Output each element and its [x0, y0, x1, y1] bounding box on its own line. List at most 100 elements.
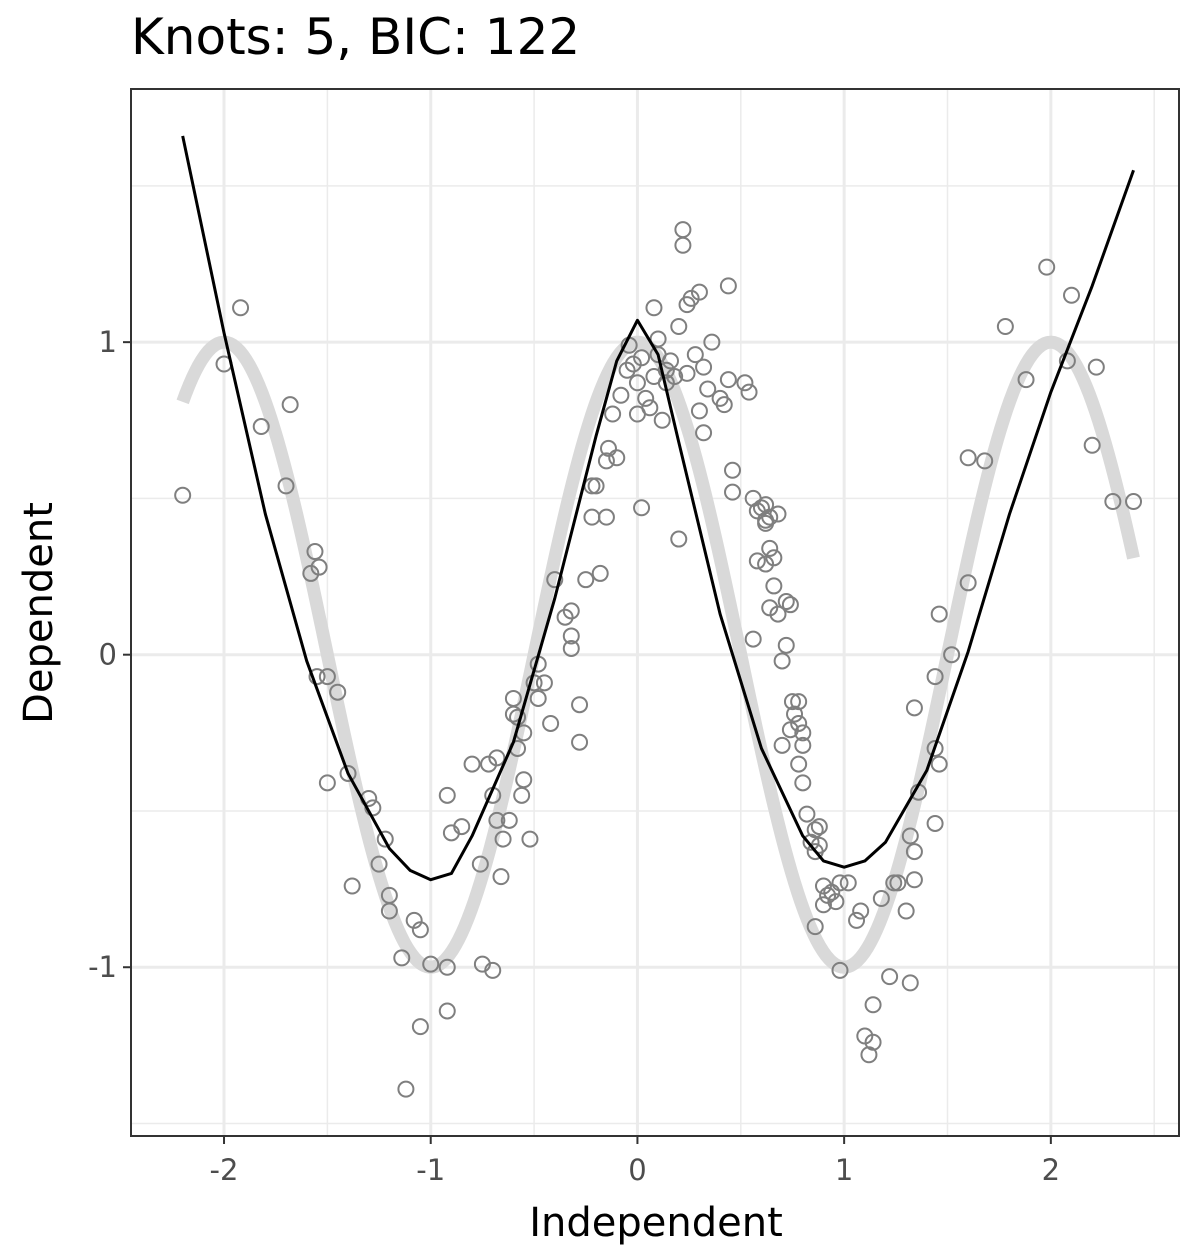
data-point — [926, 668, 944, 686]
data-point — [1104, 493, 1122, 511]
data-point — [943, 646, 961, 664]
data-point — [411, 921, 429, 939]
data-point — [318, 774, 336, 792]
y-tick-label: 0 — [99, 638, 117, 672]
data-point — [703, 333, 721, 351]
data-point — [783, 693, 801, 711]
data-point — [577, 571, 595, 589]
data-point — [515, 771, 533, 789]
data-point — [976, 452, 994, 470]
data-point — [546, 571, 564, 589]
data-point — [905, 699, 923, 717]
y-tick-label: -1 — [88, 950, 117, 984]
data-point — [781, 721, 799, 739]
data-point — [641, 399, 659, 417]
data-point — [281, 396, 299, 414]
data-point — [806, 821, 824, 839]
x-tick-label: 2 — [1042, 1153, 1060, 1187]
x-tick-label: 0 — [628, 1153, 646, 1187]
data-point — [583, 508, 601, 526]
data-point — [889, 874, 907, 892]
data-point — [604, 405, 622, 423]
data-point — [690, 283, 708, 301]
data-point — [864, 1033, 882, 1051]
grid-layer — [131, 89, 1179, 1136]
data-point — [786, 705, 804, 723]
data-point — [411, 1018, 429, 1036]
data-point — [872, 889, 890, 907]
data-point — [633, 499, 651, 517]
data-point — [736, 374, 754, 392]
data-point — [529, 689, 547, 707]
data-point — [653, 411, 671, 429]
panel-border — [130, 88, 1180, 1137]
data-point — [438, 958, 456, 976]
data-point — [608, 449, 626, 467]
data-point — [277, 477, 295, 495]
data-point — [790, 693, 808, 711]
data-point — [757, 555, 775, 573]
data-point — [597, 508, 615, 526]
data-point — [794, 774, 812, 792]
data-point — [471, 855, 489, 873]
data-point — [848, 911, 866, 929]
data-point — [777, 636, 795, 654]
data-point — [232, 299, 250, 317]
data-point — [690, 402, 708, 420]
x-axis-title: Independent — [529, 1200, 783, 1246]
fit-curve-layer — [181, 135, 1135, 882]
data-point — [761, 539, 779, 557]
data-point — [597, 452, 615, 470]
chart-title: Knots: 5, BIC: 122 — [131, 8, 580, 66]
data-point — [405, 911, 423, 929]
data-point — [773, 736, 791, 754]
data-point — [744, 630, 762, 648]
y-tick-label: 1 — [99, 325, 117, 359]
data-point — [513, 786, 531, 804]
data-point — [901, 974, 919, 992]
data-point — [678, 364, 696, 382]
data-point — [633, 349, 651, 367]
data-point — [380, 902, 398, 920]
data-point — [628, 374, 646, 392]
data-point — [831, 961, 849, 979]
data-point — [901, 827, 919, 845]
data-point — [802, 833, 820, 851]
data-point — [562, 602, 580, 620]
data-point — [463, 755, 481, 773]
data-point — [453, 818, 471, 836]
data-point — [674, 221, 692, 239]
x-tick-label: -2 — [210, 1153, 239, 1187]
data-point — [666, 368, 684, 386]
data-point — [773, 652, 791, 670]
x-tick-label: -1 — [416, 1153, 445, 1187]
data-point — [1087, 358, 1105, 376]
data-point — [699, 380, 717, 398]
data-point — [670, 318, 688, 336]
data-point — [562, 627, 580, 645]
data-point — [306, 543, 324, 561]
data-point — [719, 277, 737, 295]
data-point — [637, 389, 655, 407]
data-point — [670, 530, 688, 548]
data-point — [339, 764, 357, 782]
data-point — [562, 639, 580, 657]
data-point — [897, 902, 915, 920]
data-point — [831, 874, 849, 892]
data-point — [591, 564, 609, 582]
data-point — [761, 508, 779, 526]
data-point — [488, 749, 506, 767]
data-point — [587, 477, 605, 495]
data-point — [674, 236, 692, 254]
x-tick-label: 1 — [835, 1153, 853, 1187]
data-point — [1038, 258, 1056, 276]
data-point — [827, 893, 845, 911]
data-point — [542, 714, 560, 732]
data-points-layer — [174, 221, 1143, 1098]
data-point — [1063, 286, 1081, 304]
data-point — [761, 599, 779, 617]
data-point — [864, 996, 882, 1014]
data-point — [959, 574, 977, 592]
data-point — [438, 786, 456, 804]
data-point — [781, 596, 799, 614]
